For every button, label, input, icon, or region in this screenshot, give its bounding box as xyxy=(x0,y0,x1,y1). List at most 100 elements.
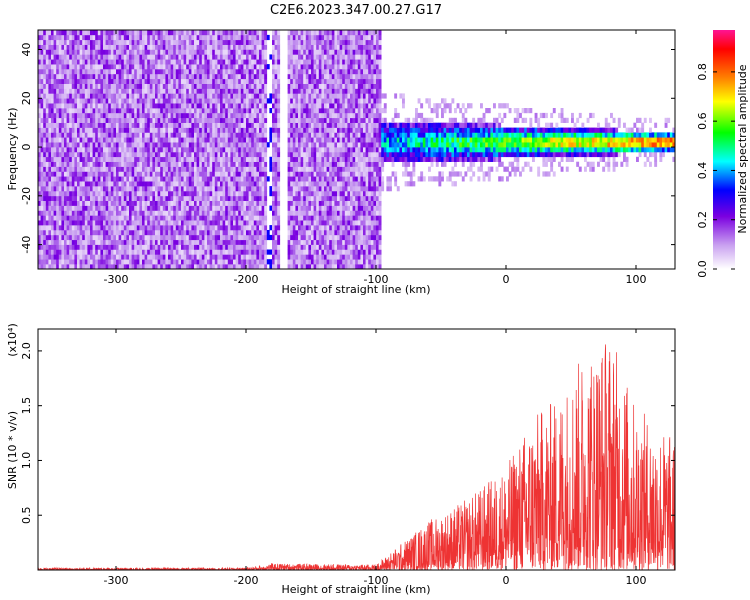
heatmap-cell xyxy=(240,220,244,226)
heatmap-cell xyxy=(82,230,86,236)
heatmap-cell xyxy=(235,30,239,36)
heatmap-cell xyxy=(248,186,252,192)
heatmap-cell xyxy=(240,195,244,201)
heatmap-cell xyxy=(272,264,275,270)
heatmap-cell xyxy=(170,54,174,60)
heatmap-cell xyxy=(222,254,226,260)
heatmap-cell xyxy=(287,59,291,65)
heatmap-cell xyxy=(58,181,62,187)
heatmap-cell xyxy=(160,181,164,187)
heatmap-cell xyxy=(246,200,249,206)
heatmap-cell xyxy=(186,117,190,123)
heatmap-cell xyxy=(129,83,132,89)
heatmap-cell xyxy=(277,181,281,187)
heatmap-cell xyxy=(144,54,148,60)
heatmap-cell xyxy=(66,181,70,187)
heatmap-cell xyxy=(168,78,171,84)
heatmap-cell xyxy=(201,186,205,192)
heatmap-cell xyxy=(77,142,80,148)
heatmap-cell xyxy=(277,132,281,138)
heatmap-cell xyxy=(74,181,78,187)
heatmap-cell xyxy=(82,195,86,201)
heatmap-cell xyxy=(238,244,242,250)
heatmap-cell xyxy=(103,34,106,41)
heatmap-cell xyxy=(238,239,242,245)
heatmap-cell xyxy=(157,166,161,172)
heatmap-cell xyxy=(240,83,244,89)
heatmap-cell xyxy=(121,103,125,109)
heatmap-cell xyxy=(253,39,257,45)
heatmap-cell xyxy=(110,88,114,94)
heatmap-cell xyxy=(253,59,257,65)
heatmap-cell xyxy=(56,69,60,75)
heatmap-cell xyxy=(196,234,200,241)
heatmap-cell xyxy=(43,98,47,104)
heatmap-cell xyxy=(43,88,47,94)
heatmap-cell xyxy=(259,39,262,45)
heatmap-cell xyxy=(220,108,223,114)
heatmap-cell xyxy=(240,117,244,123)
heatmap-cell xyxy=(292,59,296,65)
heatmap-cell xyxy=(238,64,242,70)
heatmap-cell xyxy=(235,83,239,89)
heatmap-cell xyxy=(129,44,132,50)
heatmap-cell xyxy=(225,239,229,245)
heatmap-cell xyxy=(136,122,140,128)
heatmap-cell xyxy=(287,151,291,158)
heatmap-cell xyxy=(298,151,301,158)
heatmap-cell xyxy=(183,132,187,138)
heatmap-cell xyxy=(142,39,145,45)
heatmap-cell xyxy=(186,103,190,109)
heatmap-cell xyxy=(51,195,54,201)
heatmap-cell xyxy=(220,225,223,231)
heatmap-cell xyxy=(97,59,101,65)
heatmap-cell xyxy=(207,78,210,84)
heatmap-cell xyxy=(162,117,166,123)
heatmap-cell xyxy=(300,127,304,133)
heatmap-cell xyxy=(225,151,229,158)
heatmap-cell xyxy=(181,59,184,65)
heatmap-cell xyxy=(214,205,218,211)
heatmap-cell xyxy=(227,142,231,148)
heatmap-cell xyxy=(116,254,119,260)
heatmap-cell xyxy=(45,142,49,148)
heatmap-cell xyxy=(53,225,57,231)
heatmap-cell xyxy=(240,171,244,177)
heatmap-cell xyxy=(272,249,275,255)
heatmap-cell xyxy=(53,186,57,192)
heatmap-cell xyxy=(196,117,200,123)
heatmap-cell xyxy=(256,205,260,211)
heatmap-cell xyxy=(38,176,41,182)
heatmap-cell xyxy=(175,186,179,192)
heatmap-cell xyxy=(261,73,265,80)
heatmap-cell xyxy=(43,30,47,36)
heatmap-cell xyxy=(292,264,296,270)
heatmap-cell xyxy=(212,147,216,153)
heatmap-cell xyxy=(233,186,236,192)
heatmap-cell xyxy=(74,254,78,260)
heatmap-cell xyxy=(116,137,119,143)
heatmap-cell xyxy=(292,230,296,236)
heatmap-cell xyxy=(230,112,234,119)
heatmap-cell xyxy=(144,69,148,75)
heatmap-cell xyxy=(136,156,140,162)
heatmap-cell xyxy=(303,88,307,94)
heatmap-cell xyxy=(233,98,236,104)
heatmap-cell xyxy=(181,103,184,109)
heatmap-cell xyxy=(64,156,67,162)
heatmap-cell xyxy=(53,112,57,119)
heatmap-cell xyxy=(227,54,231,60)
heatmap-cell xyxy=(82,103,86,109)
heatmap-cell xyxy=(38,239,41,245)
heatmap-cell xyxy=(40,64,44,70)
heatmap-cell xyxy=(225,195,229,201)
heatmap-cell xyxy=(113,166,117,172)
heatmap-cell xyxy=(303,225,307,231)
heatmap-cell xyxy=(230,156,234,162)
heatmap-cell xyxy=(305,49,309,55)
heatmap-cell xyxy=(45,88,49,94)
heatmap-cell xyxy=(183,83,187,89)
heatmap-cell xyxy=(82,225,86,231)
heatmap-cell xyxy=(97,137,101,143)
heatmap-cell xyxy=(199,34,203,41)
